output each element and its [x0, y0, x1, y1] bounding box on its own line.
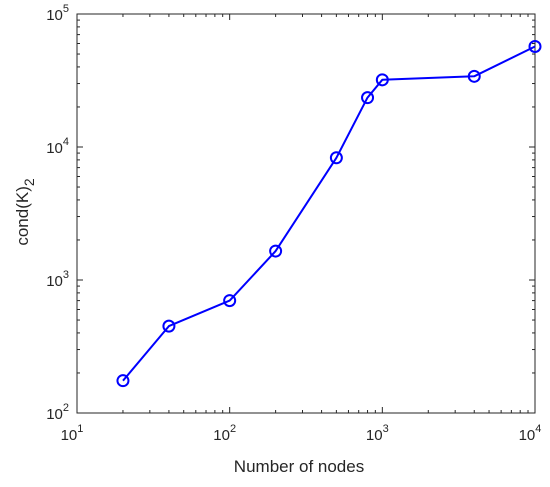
data-point-marker	[223, 294, 237, 308]
x-tick-label: 104	[519, 423, 542, 444]
data-point-marker	[467, 69, 481, 83]
x-tick-label-base: 10	[213, 427, 230, 444]
y-tick-label-exponent: 2	[63, 402, 69, 414]
y-tick-label-base: 10	[46, 273, 63, 290]
data-point-marker	[329, 151, 343, 165]
y-tick-label-base: 10	[46, 406, 63, 423]
x-tick-label-exponent: 1	[77, 423, 83, 435]
plot-area	[76, 13, 536, 414]
x-tick-label-exponent: 3	[383, 423, 389, 435]
data-point-marker	[528, 39, 542, 53]
y-tick-label: 103	[46, 269, 69, 290]
plot-frame	[76, 13, 536, 414]
data-point-marker	[375, 73, 389, 87]
y-axis-label-subscript: 2	[21, 178, 37, 186]
data-point-marker	[162, 319, 176, 333]
y-tick-label-exponent: 3	[63, 269, 69, 281]
x-tick-label-base: 10	[519, 427, 536, 444]
x-tick-label-exponent: 4	[535, 423, 541, 435]
y-tick-label: 104	[46, 136, 69, 157]
axis-labels: Number of nodes cond(K)2	[13, 178, 364, 476]
data-point-marker	[116, 374, 130, 388]
data-series	[116, 39, 542, 388]
y-tick-label: 102	[46, 402, 69, 423]
y-tick-label-exponent: 5	[63, 3, 69, 15]
data-point-marker	[361, 91, 375, 105]
x-axis-label: Number of nodes	[234, 457, 364, 476]
x-tick-label-base: 10	[61, 427, 78, 444]
y-tick-label-exponent: 4	[63, 136, 69, 148]
y-tick-label-base: 10	[46, 140, 63, 157]
x-tick-label: 102	[213, 423, 236, 444]
y-axis-label: cond(K)2	[13, 178, 37, 246]
y-tick-label: 105	[46, 3, 69, 24]
y-tick-label-base: 10	[46, 7, 63, 24]
x-tick-label: 101	[61, 423, 84, 444]
series-line	[122, 45, 536, 382]
x-tick-label-exponent: 2	[230, 423, 236, 435]
x-tick-label-base: 10	[366, 427, 383, 444]
y-axis-label-base: cond(K)	[13, 186, 32, 246]
data-point-marker	[269, 244, 283, 258]
x-tick-label: 103	[366, 423, 389, 444]
